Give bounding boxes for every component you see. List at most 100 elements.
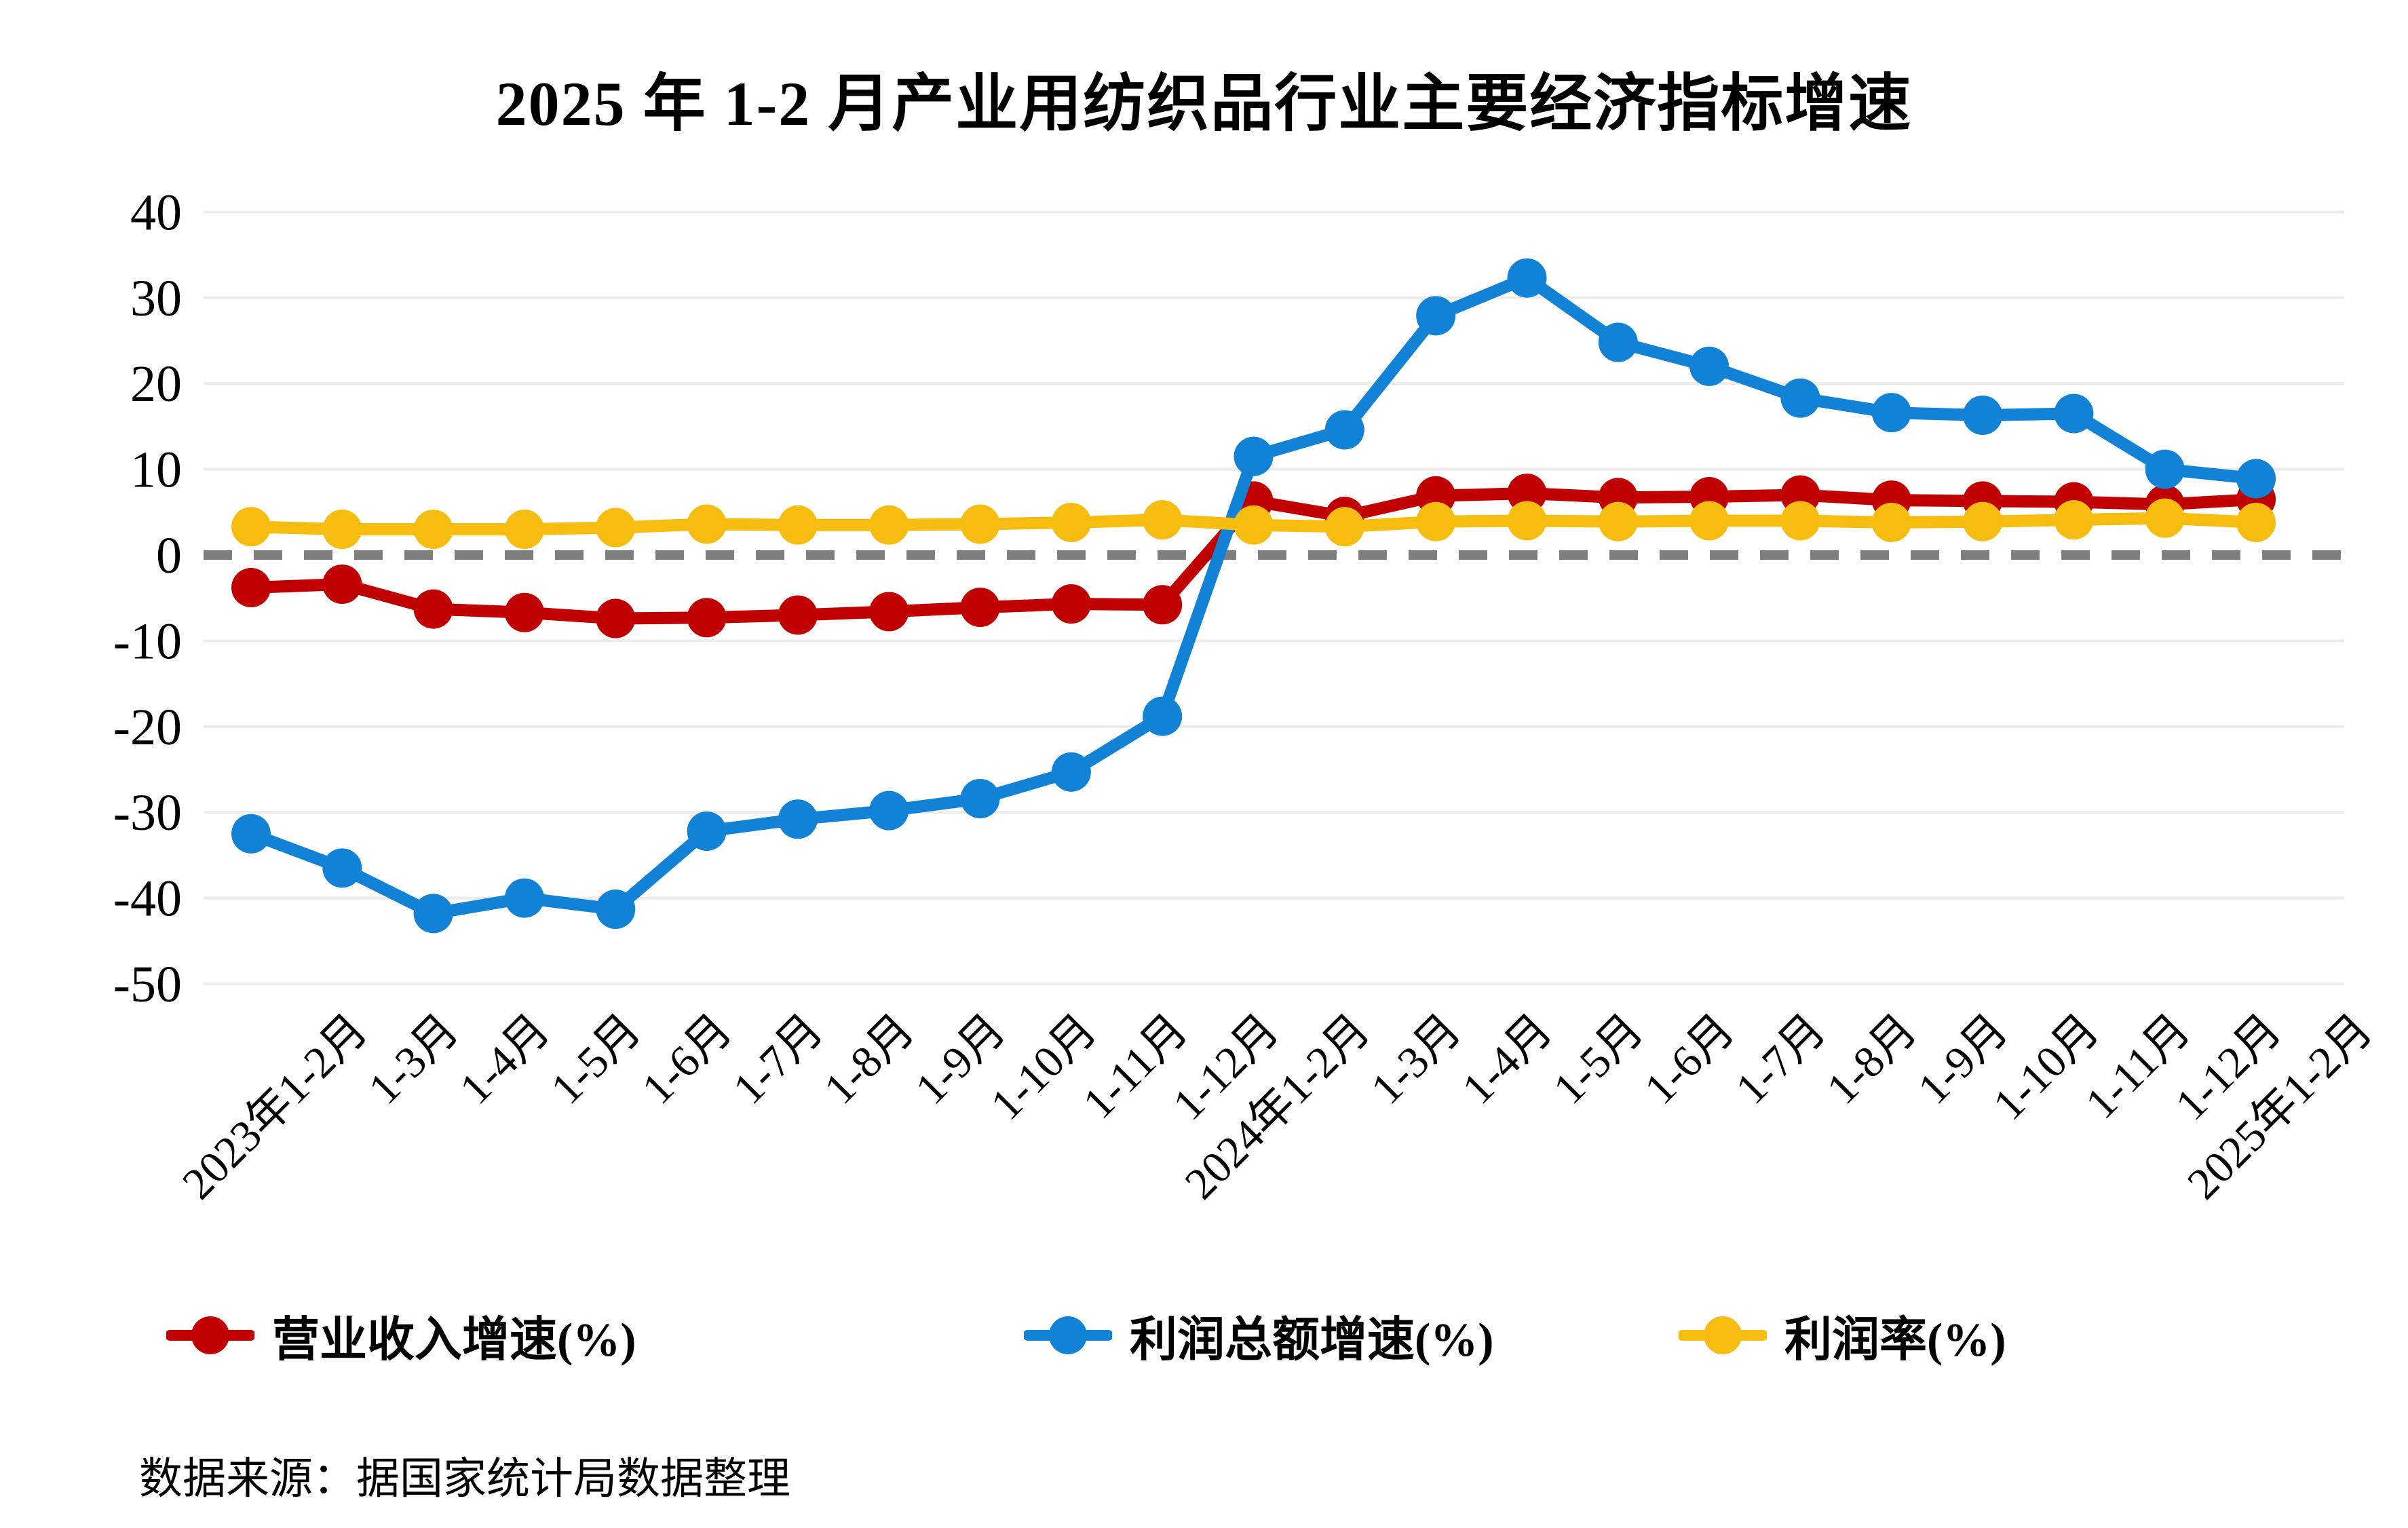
- data-point-marker: [960, 588, 1000, 628]
- data-point-marker: [1963, 501, 2003, 541]
- y-tick-label: -20: [113, 699, 182, 756]
- data-point-marker: [1963, 395, 2003, 435]
- data-point-marker: [1507, 473, 1547, 513]
- data-point-marker: [1324, 507, 1364, 547]
- data-point-marker: [778, 799, 818, 839]
- y-tick-label: 30: [130, 270, 182, 327]
- data-point-marker: [2054, 500, 2094, 540]
- legend-line-marker-icon: [166, 1316, 254, 1354]
- x-tick-label: 2023年1-2月: [173, 1005, 377, 1209]
- chart-title: 2025 年 1-2 月产业用纺织品行业主要经济指标增速: [495, 69, 1913, 138]
- legend-line-marker-icon: [1679, 1316, 1767, 1354]
- data-point-marker: [1051, 752, 1091, 792]
- x-tick-label: 1-5月: [1544, 1005, 1654, 1114]
- x-tick-label: 1-10月: [1984, 1005, 2109, 1130]
- series-line: [245, 271, 2263, 920]
- data-point-marker: [1143, 696, 1183, 736]
- data-point-marker: [413, 894, 453, 934]
- data-point-marker: [322, 848, 362, 888]
- data-point-marker: [869, 505, 909, 545]
- data-point-marker: [1416, 501, 1456, 541]
- legend-item-margin: 利润率(%): [1679, 1301, 2006, 1369]
- series-margin: [231, 498, 2276, 550]
- data-point-marker: [2236, 502, 2276, 542]
- data-point-marker: [413, 510, 453, 550]
- y-tick-label: 40: [130, 184, 182, 241]
- x-tick-label: 1-7月: [724, 1005, 833, 1114]
- data-point-marker: [1051, 502, 1091, 542]
- data-point-marker: [1324, 410, 1364, 450]
- data-point-marker: [1234, 505, 1274, 545]
- legend-line-marker-icon: [1024, 1316, 1112, 1354]
- data-point-marker: [1598, 501, 1638, 541]
- data-point-marker: [231, 814, 271, 854]
- legend-marker-dot: [1704, 1316, 1742, 1354]
- data-point-marker: [960, 504, 1000, 544]
- x-tick-label: 1-3月: [1362, 1005, 1471, 1114]
- data-point-marker: [960, 778, 1000, 818]
- data-point-marker: [1507, 258, 1547, 298]
- data-point-marker: [687, 811, 727, 852]
- legend-marker-dot: [191, 1316, 229, 1354]
- data-point-marker: [1234, 436, 1274, 476]
- data-point-marker: [869, 592, 909, 632]
- y-tick-label: 20: [130, 356, 182, 413]
- x-tick-label: 1-3月: [359, 1005, 468, 1114]
- data-point-marker: [2145, 449, 2185, 489]
- x-tick-label: 1-4月: [1453, 1005, 1562, 1114]
- y-tick-label: 10: [130, 442, 182, 499]
- data-point-marker: [1780, 378, 1820, 418]
- data-point-marker: [1051, 584, 1091, 624]
- data-point-marker: [504, 510, 544, 550]
- data-point-marker: [687, 504, 727, 544]
- y-tick-label: -10: [113, 613, 182, 670]
- data-point-marker: [1780, 501, 1820, 541]
- data-point-marker: [778, 595, 818, 635]
- chart-legend: 营业收入增速(%) 利润总额增速(%) 利润率(%): [0, 1301, 2408, 1369]
- data-point-marker: [2054, 394, 2094, 434]
- x-tick-label: 1-8月: [815, 1005, 924, 1114]
- data-point-marker: [322, 564, 362, 604]
- x-tick-label: 1-10月: [981, 1005, 1106, 1130]
- data-point-marker: [1507, 501, 1547, 541]
- data-point-marker: [1871, 393, 1911, 433]
- data-point-marker: [869, 790, 909, 830]
- data-point-marker: [596, 890, 636, 930]
- source-note: 数据来源：据国家统计局数据整理: [139, 1455, 790, 1503]
- data-point-marker: [596, 598, 636, 638]
- y-tick-label: 0: [156, 527, 182, 584]
- data-point-marker: [504, 592, 544, 632]
- data-point-marker: [1689, 346, 1729, 386]
- data-point-marker: [1416, 296, 1456, 336]
- legend-label: 利润总额增速(%): [1130, 1314, 1494, 1367]
- y-tick-label: -50: [113, 956, 182, 1013]
- legend-marker-dot: [1049, 1316, 1087, 1354]
- data-point-marker: [1689, 501, 1729, 541]
- data-point-marker: [322, 510, 362, 550]
- data-point-marker: [413, 589, 453, 629]
- data-point-marker: [504, 878, 544, 918]
- y-tick-label: -40: [113, 871, 182, 928]
- data-point-marker: [231, 507, 271, 547]
- legend-label: 营业收入增速(%): [272, 1314, 636, 1367]
- legend-item-profit: 利润总额增速(%): [1024, 1301, 1494, 1369]
- y-tick-label: -30: [113, 784, 182, 841]
- x-tick-label: 1-8月: [1818, 1005, 1927, 1114]
- x-tick-label: 1-7月: [1726, 1005, 1835, 1114]
- x-tick-label: 1-5月: [541, 1005, 651, 1114]
- x-tick-label: 1-4月: [451, 1005, 560, 1114]
- data-point-marker: [596, 508, 636, 548]
- legend-item-revenue: 营业收入增速(%): [166, 1301, 636, 1369]
- x-tick-label: 1-6月: [632, 1005, 742, 1114]
- data-point-marker: [778, 505, 818, 545]
- data-point-marker: [1871, 502, 1911, 542]
- series-profit: [231, 258, 2276, 934]
- data-point-marker: [687, 598, 727, 638]
- data-point-marker: [1598, 322, 1638, 362]
- data-point-marker: [2145, 498, 2185, 538]
- data-point-marker: [1143, 585, 1183, 625]
- data-point-marker: [1143, 500, 1183, 540]
- x-tick-label: 1-6月: [1635, 1005, 1744, 1114]
